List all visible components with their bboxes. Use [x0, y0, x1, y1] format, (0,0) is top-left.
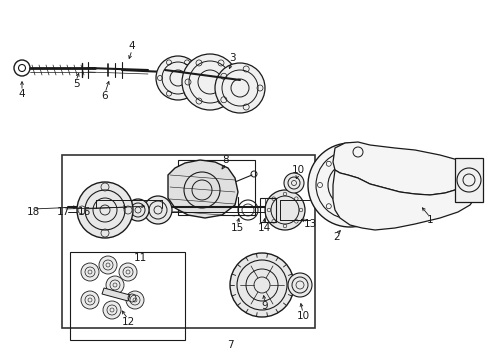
Circle shape — [144, 196, 172, 224]
Circle shape — [230, 253, 294, 317]
Circle shape — [77, 182, 133, 238]
Circle shape — [288, 273, 312, 297]
Text: 8: 8 — [222, 155, 229, 165]
Circle shape — [81, 263, 99, 281]
Text: 5: 5 — [73, 79, 79, 89]
Text: 2: 2 — [334, 232, 341, 242]
Bar — [70, 252, 185, 340]
Text: 15: 15 — [230, 223, 244, 233]
Polygon shape — [333, 142, 475, 195]
Text: 10: 10 — [296, 311, 310, 321]
Text: 10: 10 — [292, 165, 305, 175]
Circle shape — [284, 173, 304, 193]
Bar — [455, 158, 483, 202]
Bar — [260, 198, 276, 222]
Text: 9: 9 — [262, 301, 269, 311]
Text: 6: 6 — [102, 91, 108, 101]
Text: 14: 14 — [257, 223, 270, 233]
Text: 4: 4 — [129, 41, 135, 51]
Polygon shape — [195, 168, 235, 205]
Circle shape — [126, 291, 144, 309]
Text: 4: 4 — [19, 89, 25, 99]
Circle shape — [215, 63, 265, 113]
Text: 17: 17 — [56, 207, 70, 217]
Circle shape — [81, 291, 99, 309]
Text: 12: 12 — [122, 317, 135, 327]
Circle shape — [156, 56, 200, 100]
Polygon shape — [333, 170, 475, 230]
Text: 18: 18 — [26, 207, 40, 217]
Polygon shape — [168, 160, 238, 218]
Circle shape — [99, 256, 117, 274]
Text: 16: 16 — [77, 207, 91, 217]
Circle shape — [182, 54, 238, 110]
Text: 11: 11 — [133, 253, 147, 263]
Circle shape — [265, 190, 305, 230]
Circle shape — [308, 143, 392, 227]
Circle shape — [119, 263, 137, 281]
Bar — [178, 160, 255, 215]
Text: 7: 7 — [227, 340, 233, 350]
Text: 13: 13 — [303, 219, 317, 229]
Circle shape — [103, 301, 121, 319]
Polygon shape — [102, 288, 130, 301]
Text: 3: 3 — [229, 53, 235, 63]
Circle shape — [106, 276, 124, 294]
Circle shape — [127, 199, 149, 221]
Bar — [62, 155, 315, 328]
Text: 1: 1 — [427, 215, 433, 225]
